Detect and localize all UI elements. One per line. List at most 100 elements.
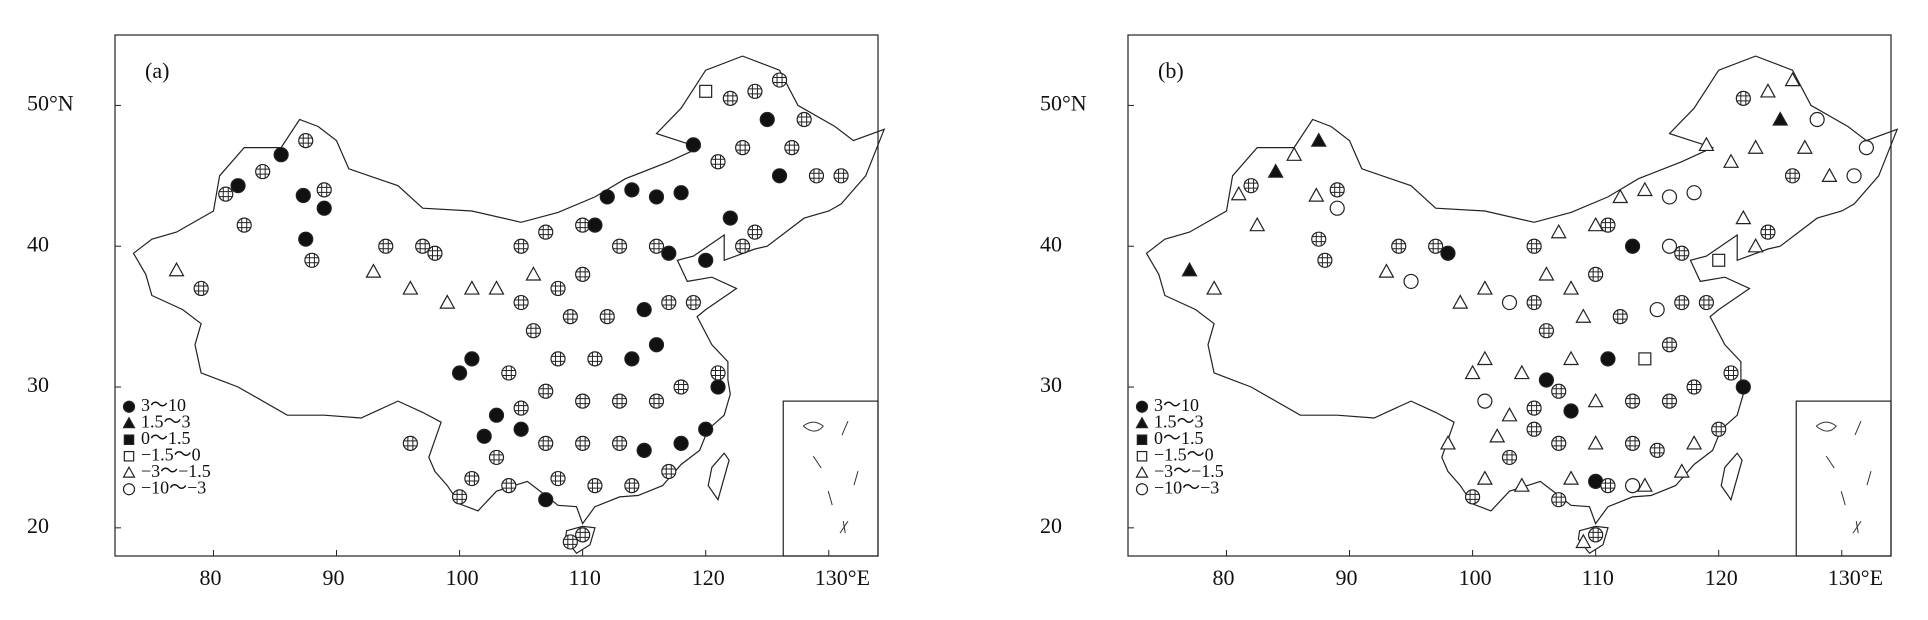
station-marker: [661, 463, 677, 480]
panel-label: (b): [1158, 58, 1184, 83]
station-marker: [1526, 238, 1542, 254]
station-marker: [123, 434, 135, 446]
hatch: [1687, 380, 1702, 395]
hatch: [612, 239, 627, 254]
hatch: [514, 239, 529, 254]
station-marker: [599, 309, 615, 325]
hatched-circle: [1317, 252, 1333, 268]
hatched-circle: [501, 477, 517, 494]
hatch: [489, 450, 504, 465]
station-marker: [1638, 352, 1652, 366]
station-marker: [673, 379, 689, 395]
station-marker: [1563, 470, 1580, 485]
station-marker: [1588, 266, 1604, 282]
station-marker: [123, 450, 135, 462]
station-marker: [747, 83, 763, 99]
hatched-circle: [747, 224, 763, 240]
hatch: [427, 246, 442, 261]
station-marker: [1661, 238, 1678, 254]
y-tick-label: 50°N: [1040, 90, 1087, 115]
hatched-circle: [587, 477, 603, 494]
station-marker: [624, 351, 640, 367]
hatched-circle: [1686, 379, 1702, 395]
hatch: [1588, 267, 1603, 282]
station-marker: [488, 280, 505, 295]
station-marker: [1661, 337, 1678, 353]
station-marker: [1551, 492, 1567, 508]
hatch: [575, 527, 590, 542]
station-marker: [1624, 238, 1641, 254]
hatched-circle: [1600, 217, 1616, 233]
hatched-circle: [538, 435, 554, 451]
hatched-circle: [562, 534, 578, 550]
station-marker: [1464, 364, 1481, 380]
hatch: [600, 309, 615, 324]
hatched-circle: [538, 383, 554, 399]
hatch: [575, 267, 590, 282]
station-marker: [295, 187, 311, 204]
hatched-circle: [648, 393, 665, 409]
hatch: [1502, 450, 1517, 465]
inset-frame: [782, 400, 879, 557]
hatched-circle: [1243, 178, 1259, 194]
station-marker: [1563, 403, 1579, 419]
hatched-circle: [611, 238, 628, 254]
hatched-circle: [218, 186, 234, 202]
legend-label: 1.5～3: [141, 411, 191, 431]
hatched-circle: [624, 477, 640, 494]
station-marker: [1476, 470, 1493, 485]
station-marker: [1329, 182, 1345, 198]
hatch: [1551, 384, 1566, 399]
legend-label: −1.5～0: [1154, 444, 1214, 464]
station-marker: [710, 379, 726, 395]
station-marker: [122, 483, 136, 496]
station-marker: [648, 238, 665, 254]
station-marker: [575, 266, 591, 282]
hatched-circle: [1501, 449, 1518, 466]
station-marker: [1551, 383, 1567, 399]
station-marker: [1489, 428, 1506, 443]
plot-frame: [114, 34, 879, 557]
station-marker: [122, 416, 136, 429]
station-marker: [464, 470, 480, 487]
station-marker: [1711, 421, 1727, 437]
hatch: [575, 436, 590, 451]
hatch: [255, 164, 270, 179]
hatch: [1465, 489, 1480, 504]
station-marker: [1136, 450, 1148, 462]
station-marker: [685, 294, 702, 311]
hatch: [1527, 422, 1542, 437]
hatch: [1662, 394, 1677, 409]
station-marker: [648, 189, 665, 205]
hatch: [378, 239, 393, 254]
legend-label: 0～1.5: [141, 428, 191, 448]
hatch: [551, 281, 566, 296]
hatched-circle: [378, 238, 394, 254]
station-marker: [722, 90, 738, 106]
hatch: [1699, 295, 1714, 310]
plot-frame: [1127, 34, 1892, 557]
hatched-circle: [1674, 245, 1690, 261]
station-marker: [747, 224, 763, 240]
station-marker: [1674, 294, 1690, 311]
station-marker: [1661, 189, 1678, 205]
station-marker: [1526, 400, 1542, 416]
hatch: [1600, 478, 1615, 493]
station-marker: [1760, 224, 1776, 240]
hatched-circle: [1551, 383, 1567, 399]
hatched-circle: [402, 435, 418, 451]
hatched-circle: [464, 470, 480, 487]
station-marker: [513, 238, 529, 254]
station-marker: [611, 435, 628, 451]
station-marker: [451, 365, 468, 381]
station-marker: [402, 435, 418, 451]
hatched-circle: [1526, 294, 1542, 311]
hatch: [661, 295, 676, 310]
y-tick-label: 30: [27, 372, 49, 397]
hatch: [415, 239, 430, 254]
hatched-circle: [1600, 477, 1616, 494]
station-marker: [1575, 533, 1592, 549]
station-marker: [1311, 231, 1327, 247]
station-marker: [513, 400, 529, 416]
